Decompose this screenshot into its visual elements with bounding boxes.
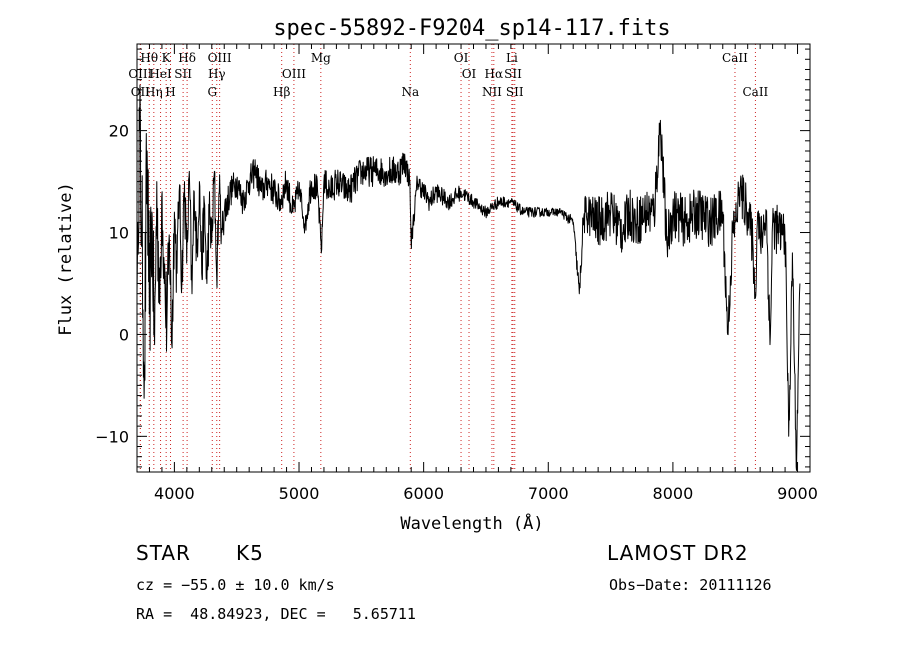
y-tick-label: 10 <box>109 224 129 243</box>
emission-line-label: Li <box>506 51 518 65</box>
emission-line-markers <box>139 44 756 472</box>
emission-line-label: NII <box>482 85 502 99</box>
x-tick-label: 8000 <box>653 484 694 503</box>
emission-line-label: HeI <box>149 67 172 81</box>
emission-line-label: OI <box>462 67 477 81</box>
emission-line-label: OI <box>454 51 469 65</box>
emission-line-label: Hδ <box>178 51 196 65</box>
emission-line-label: OIII <box>282 67 306 81</box>
x-tick-label: 4000 <box>154 484 195 503</box>
x-tick-label: 5000 <box>279 484 320 503</box>
axis-tick-labels: 4000 5000 6000 7000 8000 9000 −10 0 10 20 <box>95 122 818 503</box>
emission-line-label: OIII <box>128 67 152 81</box>
x-tick-label: 9000 <box>777 484 818 503</box>
y-tick-label: −10 <box>95 427 129 446</box>
x-tick-label: 7000 <box>528 484 569 503</box>
emission-line-label: K <box>162 51 172 65</box>
emission-line-label: Hη <box>145 85 163 99</box>
emission-line-label: Hβ <box>273 85 290 99</box>
emission-line-label: H <box>165 85 175 99</box>
sky-coordinates: RA = 48.84923, DEC = 5.65711 <box>136 605 416 623</box>
emission-line-label: OIII <box>208 51 232 65</box>
emission-line-label: Hγ <box>208 67 226 81</box>
object-class: STAR <box>136 541 191 565</box>
redshift-velocity: cz = −55.0 ± 10.0 km/s <box>136 576 335 594</box>
y-tick-label: 0 <box>119 325 129 344</box>
emission-line-label: G <box>207 85 217 99</box>
emission-line-label: Mg <box>311 51 331 65</box>
x-axis-label: Wavelength (Å) <box>400 512 543 534</box>
emission-line-label: SII <box>504 67 522 81</box>
emission-line-label: CaII <box>742 85 768 99</box>
emission-line-label: Na <box>401 85 419 99</box>
observation-date: Obs−Date: 20111126 <box>609 576 772 594</box>
emission-line-label: Hα <box>485 67 504 81</box>
emission-line-label: SII <box>506 85 524 99</box>
axis-ticks <box>136 44 811 472</box>
plot-frame <box>136 43 811 473</box>
chart-title: spec-55892-F9204_sp14-117.fits <box>273 16 670 41</box>
x-tick-label: 6000 <box>403 484 444 503</box>
y-axis-label: Flux (relative) <box>56 182 76 336</box>
emission-line-label: SII <box>174 67 192 81</box>
spectrum-line <box>136 84 801 471</box>
emission-line-label: CaII <box>722 51 748 65</box>
spectral-subclass: K5 <box>236 541 264 565</box>
emission-line-label: Hθ <box>140 51 158 65</box>
survey-name: LAMOST DR2 <box>607 541 749 565</box>
y-tick-label: 20 <box>109 122 129 141</box>
